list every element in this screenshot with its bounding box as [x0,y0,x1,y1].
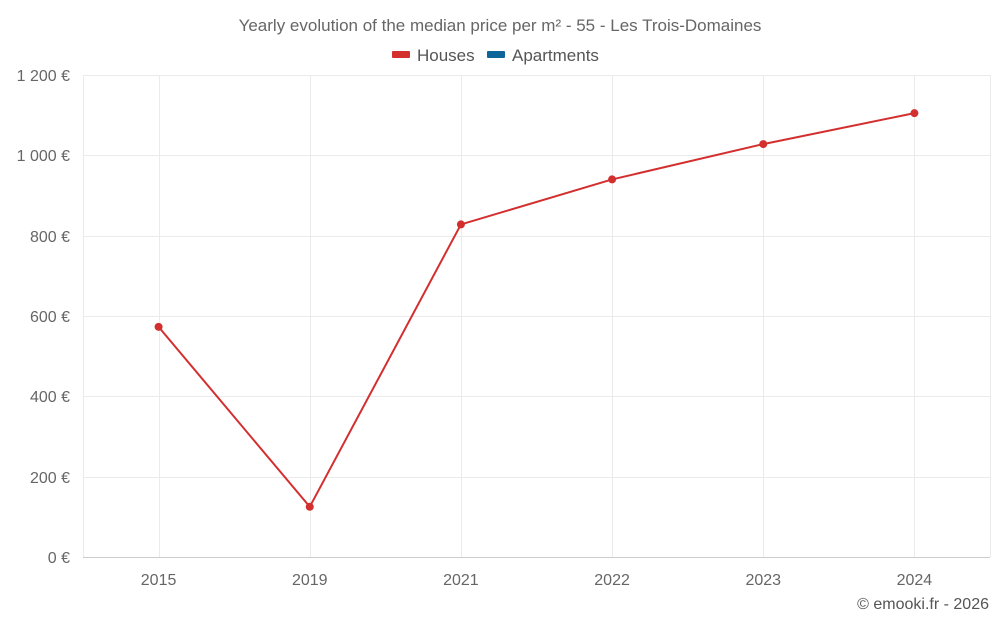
y-axis-ticks: 0 € 200 € 400 € 600 € 800 € 1 000 € 1 200 € [17,68,70,567]
data-point-houses[interactable] [456,220,465,229]
legend-label-houses[interactable]: Houses [417,46,475,65]
data-point-houses[interactable] [608,175,617,184]
legend: Houses Apartments [392,46,599,65]
y-tick-label: 1 000 € [17,148,70,165]
series [154,109,919,511]
x-tick-label: 2021 [443,572,479,589]
y-tick-label: 800 € [30,229,70,246]
data-point-houses[interactable] [910,109,919,118]
legend-swatch-apartments [487,51,505,58]
data-point-houses[interactable] [759,140,768,149]
y-tick-label: 0 € [48,550,70,567]
x-tick-label: 2024 [897,572,933,589]
x-axis-ticks: 2015 2019 2021 2022 2023 2024 [141,572,933,589]
chart-title: Yearly evolution of the median price per… [239,16,762,35]
y-tick-label: 1 200 € [17,68,70,85]
y-tick-label: 400 € [30,389,70,406]
x-tick-label: 2023 [745,572,781,589]
grid [83,75,991,557]
x-tick-label: 2022 [594,572,630,589]
series-line-houses [157,112,915,508]
legend-label-apartments[interactable]: Apartments [512,46,599,65]
y-tick-label: 600 € [30,309,70,326]
credit-text: © emooki.fr - 2026 [857,596,989,613]
x-tick-label: 2019 [292,572,328,589]
y-tick-label: 200 € [30,470,70,487]
legend-swatch-houses [392,51,410,58]
x-tick-label: 2015 [141,572,177,589]
data-point-houses[interactable] [305,502,314,511]
data-point-houses[interactable] [154,322,163,331]
